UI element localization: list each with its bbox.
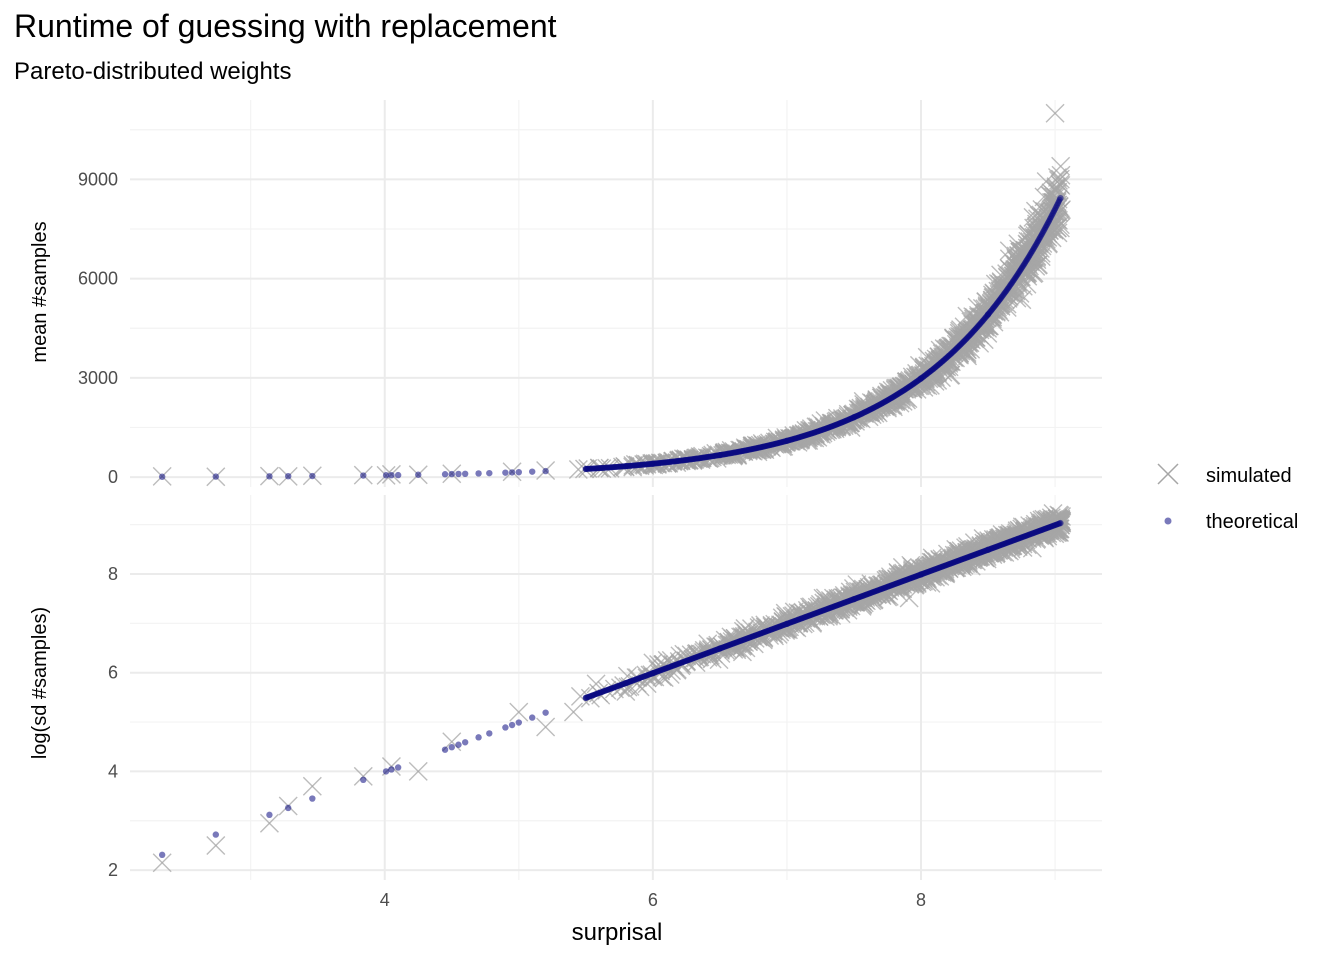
theoretical-series-bottom (158, 519, 1064, 859)
theoretical-point (388, 471, 395, 479)
simulated-point (955, 336, 975, 356)
theoretical-point (1056, 196, 1063, 203)
x-tick-label: 6 (648, 890, 658, 910)
theoretical-point (360, 776, 367, 784)
theoretical-point (1056, 520, 1063, 527)
y-tick-label: 6000 (78, 269, 118, 289)
theoretical-point (486, 469, 493, 477)
simulated-point (1028, 255, 1048, 275)
simulated-point (982, 292, 1002, 312)
simulated-point (568, 459, 588, 479)
theoretical-point (388, 766, 395, 773)
theoretical-point (542, 467, 549, 475)
theoretical-point (448, 470, 455, 478)
legend: simulated theoretical (1157, 463, 1298, 533)
theoretical-point (441, 746, 449, 753)
theoretical-point (508, 721, 516, 729)
legend-theoretical-marker (1164, 517, 1172, 525)
theoretical-point (448, 744, 455, 751)
theoretical-point (309, 472, 316, 480)
panel-log-sd-samples: 2 4 6 8 (108, 495, 1102, 880)
theoretical-point (529, 468, 536, 475)
y-ticks-top: 0 3000 6000 9000 (78, 169, 118, 487)
simulated-point (563, 702, 583, 722)
theoretical-point (461, 739, 469, 746)
legend-simulated-label: simulated (1206, 465, 1292, 487)
y-axis-label-top: mean #samples (29, 221, 51, 362)
simulated-point (1048, 170, 1068, 190)
simulated-point (536, 717, 556, 737)
theoretical-point (455, 741, 462, 748)
simulated-point (1047, 167, 1067, 187)
theoretical-point (486, 730, 493, 737)
y-axis-label-bottom: log(sd #samples) (29, 607, 51, 759)
theoretical-point (441, 471, 449, 478)
theoretical-series-top (158, 194, 1064, 480)
y-ticks-bottom: 2 4 6 8 (108, 564, 118, 880)
theoretical-point (502, 469, 509, 476)
chart-subtitle: Pareto-distributed weights (14, 58, 292, 85)
y-tick-label: 6 (108, 663, 118, 683)
theoretical-point (285, 804, 292, 812)
panel-mean-samples: 0 3000 6000 9000 (78, 100, 1102, 487)
y-tick-label: 2 (108, 860, 118, 880)
chart-title: Runtime of guessing with replacement (14, 8, 557, 44)
theoretical-point (475, 470, 482, 477)
theoretical-point (382, 472, 390, 479)
theoretical-point (508, 469, 516, 476)
theoretical-point (515, 719, 522, 726)
legend-theoretical-label: theoretical (1206, 511, 1298, 533)
theoretical-point (266, 811, 273, 819)
y-tick-label: 4 (108, 761, 118, 781)
theoretical-point (212, 831, 220, 838)
theoretical-point (285, 472, 292, 480)
simulated-point (302, 776, 322, 796)
theoretical-point (415, 471, 422, 478)
x-axis-label: surprisal (572, 919, 663, 946)
y-tick-label: 3000 (78, 368, 118, 388)
simulated-point (981, 307, 1001, 327)
simulated-point (1040, 185, 1060, 205)
theoretical-point (266, 473, 273, 480)
theoretical-point (394, 764, 402, 771)
y-tick-label: 8 (108, 564, 118, 584)
simulated-point (206, 835, 226, 855)
theoretical-point (158, 473, 166, 480)
theoretical-point (394, 471, 402, 479)
legend-simulated-marker (1157, 463, 1179, 485)
y-tick-label: 0 (108, 467, 118, 487)
theoretical-point (515, 468, 522, 476)
x-tick-label: 4 (380, 890, 390, 910)
simulated-point (1046, 177, 1066, 197)
x-ticks: 4 6 8 (380, 890, 926, 910)
theoretical-point (309, 795, 316, 802)
theoretical-point (542, 709, 549, 716)
x-tick-label: 8 (916, 890, 926, 910)
simulated-point (1045, 103, 1065, 123)
theoretical-point (502, 724, 509, 731)
simulated-point (1014, 263, 1034, 283)
theoretical-point (212, 473, 220, 480)
simulated-point (999, 241, 1019, 261)
grid-top (130, 100, 1102, 487)
simulated-point (1012, 290, 1032, 310)
theoretical-point (455, 470, 462, 478)
theoretical-point (461, 470, 469, 478)
simulated-point (985, 274, 1005, 294)
simulated-point (1051, 165, 1071, 185)
y-tick-label: 9000 (78, 169, 118, 189)
simulated-series-top (152, 103, 1071, 487)
theoretical-point (158, 851, 166, 859)
theoretical-point (475, 734, 482, 741)
theoretical-point (529, 714, 536, 721)
theoretical-point (360, 472, 367, 479)
